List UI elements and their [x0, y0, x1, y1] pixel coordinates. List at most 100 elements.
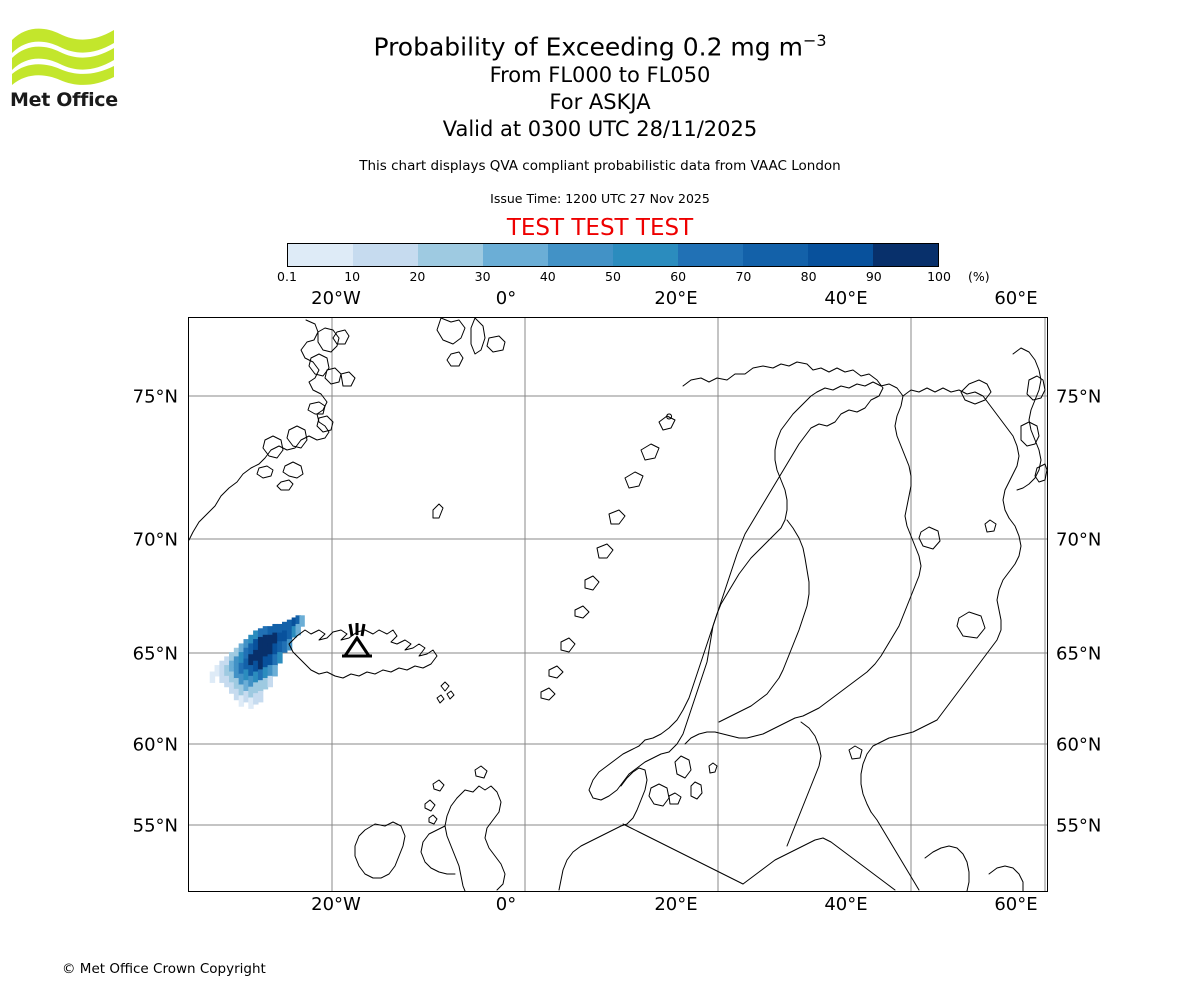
ash-cell: [209, 671, 216, 683]
ash-cell: [229, 671, 235, 683]
colorbar-band-8: [808, 244, 873, 266]
lon-label-top-60°E: 60°E: [994, 288, 1038, 309]
ash-cell: [257, 690, 264, 703]
colorbar-band-3: [483, 244, 548, 266]
volcano-marker-askja: [342, 623, 372, 658]
ash-cell: [233, 688, 240, 701]
ash-cell: [219, 660, 225, 673]
lat-label-left-60°N: 60°N: [132, 734, 178, 756]
lat-label-right-70°N: 70°N: [1056, 529, 1102, 551]
ash-cell: [282, 630, 288, 642]
ash-cell: [248, 665, 254, 677]
ash-cell: [253, 649, 259, 662]
ash-cell: [295, 623, 301, 636]
lat-label-left-70°N: 70°N: [132, 529, 178, 551]
colorbar-tick-labels: 0.1 10 20 30 40 50 60 70 80 90 100: [277, 267, 951, 285]
ash-cell: [248, 634, 254, 647]
lon-label-top-0°: 0°: [495, 288, 517, 309]
colorbar-band-5: [613, 244, 678, 266]
chart-title-block: Probability of Exceeding 0.2 mg m−3 From…: [0, 0, 1200, 242]
ash-cell: [272, 665, 278, 677]
ash-cell: [272, 632, 278, 645]
map-gridlines: [189, 318, 1047, 891]
ash-cell: [214, 665, 220, 677]
lat-label-left-75°N: 75°N: [132, 386, 178, 408]
ash-cell: [257, 636, 264, 649]
ash-cell: [233, 647, 240, 660]
lat-label-right-60°N: 60°N: [1056, 734, 1102, 756]
ash-cell: [253, 639, 259, 651]
ash-cell: [272, 623, 278, 636]
colorbar-tick-60: 60: [670, 269, 687, 284]
ash-cell: [253, 682, 259, 694]
ash-cell: [238, 652, 245, 664]
lon-label-bottom-20°W: 20°W: [311, 894, 361, 915]
ash-cell: [229, 660, 235, 673]
ash-cell: [257, 669, 264, 681]
page-title-superscript: −3: [802, 31, 827, 50]
ash-cell: [262, 645, 269, 657]
ash-cell: [272, 643, 278, 655]
ash-cell: [262, 634, 269, 647]
ash-cell: [243, 647, 249, 660]
ash-cell: [248, 697, 254, 709]
colorbar-tick-10: 10: [344, 269, 361, 284]
ash-cell: [272, 654, 278, 666]
colorbar-tick-90: 90: [865, 269, 882, 284]
ash-cell: [257, 680, 264, 692]
colorbar-tick-30: 30: [474, 269, 491, 284]
ash-cell: [277, 641, 283, 653]
ash-probability-heatmap: [209, 615, 305, 709]
ash-cell: [262, 667, 269, 679]
colorbar-tick-80: 80: [800, 269, 817, 284]
ash-cell: [243, 680, 249, 692]
ash-cell: [253, 693, 259, 705]
ash-cell: [233, 678, 240, 690]
colorbar-band-4: [548, 244, 613, 266]
colorbar-tick-40: 40: [539, 269, 556, 284]
map-panel[interactable]: [188, 317, 1048, 892]
ash-cell: [229, 682, 235, 694]
lat-label-left-65°N: 65°N: [132, 643, 178, 665]
test-banner: TEST TEST TEST: [506, 215, 694, 242]
ash-cell: [282, 641, 288, 653]
ash-cell: [248, 686, 254, 699]
ash-cell: [267, 634, 273, 647]
colorbar-band-1: [353, 244, 418, 266]
colorbar-tick-0.1: 0.1: [277, 269, 297, 284]
ash-cell: [243, 658, 249, 670]
ash-cell: [238, 695, 245, 707]
ash-cell: [286, 619, 293, 632]
ash-cell: [243, 639, 249, 651]
copyright-notice: © Met Office Crown Copyright: [62, 961, 266, 977]
valid-time-line: Valid at 0300 UTC 28/11/2025: [442, 117, 758, 142]
ash-cell: [257, 628, 264, 640]
lat-label-right-65°N: 65°N: [1056, 643, 1102, 665]
colorbar-band-2: [418, 244, 483, 266]
ash-cell: [277, 623, 283, 636]
ash-cell: [238, 684, 245, 696]
lon-label-top-20°W: 20°W: [311, 288, 361, 309]
ash-cell: [253, 630, 259, 642]
ash-cell: [267, 675, 273, 688]
colorbar-band-9: [873, 244, 938, 266]
lat-label-right-75°N: 75°N: [1056, 386, 1102, 408]
ash-cell: [257, 658, 264, 670]
colorbar-band-0: [288, 244, 353, 266]
flight-level-range: From FL000 to FL050: [489, 63, 711, 88]
ash-cell: [262, 678, 269, 690]
met-office-waves-icon: [12, 28, 114, 85]
lon-label-bottom-20°E: 20°E: [654, 894, 698, 915]
ash-cell: [277, 652, 283, 664]
ash-cell: [286, 628, 293, 640]
ash-cell: [229, 652, 235, 664]
ash-cell: [238, 643, 245, 655]
ash-cell: [262, 626, 269, 638]
colorbar-band-6: [678, 244, 743, 266]
ash-cell: [243, 669, 249, 681]
ash-cell: [299, 615, 305, 627]
lon-label-bottom-40°E: 40°E: [824, 894, 868, 915]
colorbar-band-7: [743, 244, 808, 266]
ash-cell: [248, 654, 254, 666]
lon-label-bottom-60°E: 60°E: [994, 894, 1038, 915]
